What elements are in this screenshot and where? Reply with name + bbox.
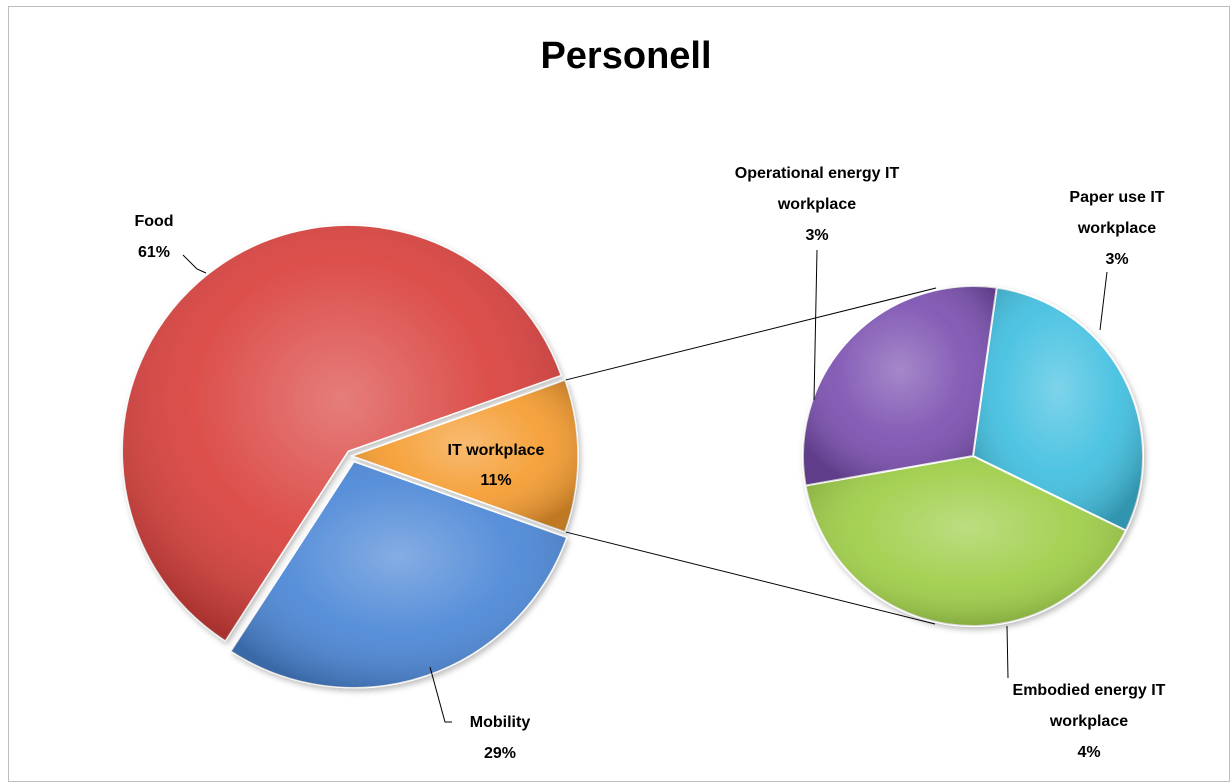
data-labels: Food 61% IT workplace 11% Mobility 29% Paper u…	[134, 165, 1165, 762]
label-food: Food 61%	[134, 213, 173, 261]
label-paper-use-it-workplace: Paper use IT workplace 3%	[1069, 189, 1164, 268]
leader-lines	[182, 249, 1108, 723]
leader-embodied-energy	[1006, 625, 1009, 679]
label-embodied-energy-it-workplace: Embodied energy IT workplace 4%	[1013, 682, 1166, 761]
label-mobility: Mobility 29%	[470, 714, 531, 762]
secondary-pie	[802, 285, 1144, 627]
leader-food	[182, 254, 207, 274]
leader-paper-use	[1099, 271, 1108, 331]
label-operational-energy-it-workplace: Operational energy IT workplace 3%	[735, 165, 900, 244]
leader-mobility	[429, 666, 452, 723]
chart-frame	[8, 6, 1230, 782]
leader-operational-energy	[813, 249, 818, 401]
slice-operational-energy-it-workplace	[802, 285, 998, 487]
chart-title: Personell	[540, 35, 711, 77]
label-it-workplace: IT workplace 11%	[448, 442, 545, 489]
